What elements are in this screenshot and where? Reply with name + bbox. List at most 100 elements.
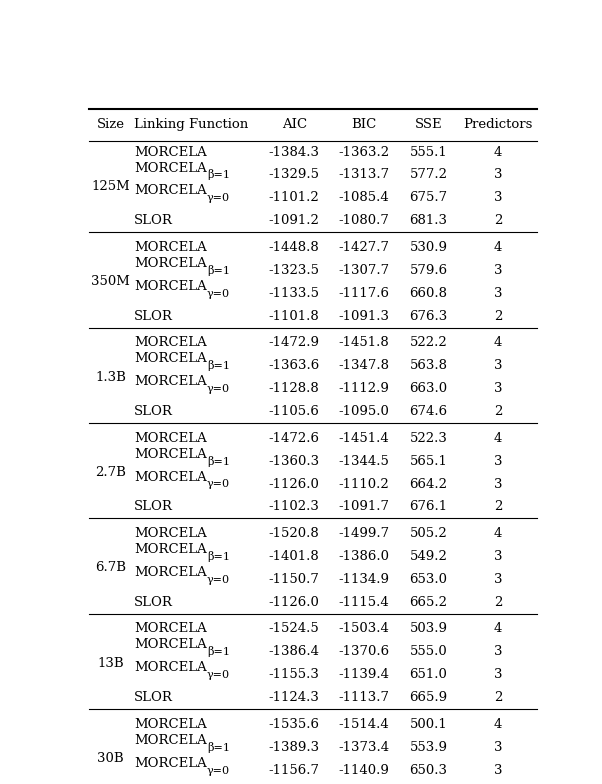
Text: MORCELA: MORCELA bbox=[134, 336, 206, 350]
Text: 30B: 30B bbox=[97, 752, 124, 765]
Text: MORCELA: MORCELA bbox=[134, 241, 206, 254]
Text: MORCELA: MORCELA bbox=[134, 622, 206, 636]
Text: 2: 2 bbox=[494, 596, 502, 609]
Text: γ=0: γ=0 bbox=[206, 480, 230, 489]
Text: 665.2: 665.2 bbox=[409, 596, 447, 609]
Text: -1329.5: -1329.5 bbox=[268, 169, 320, 181]
Text: 675.7: 675.7 bbox=[409, 191, 447, 205]
Text: 577.2: 577.2 bbox=[409, 169, 447, 181]
Text: -1386.0: -1386.0 bbox=[338, 550, 389, 563]
Text: 3: 3 bbox=[494, 741, 502, 753]
Text: -1134.9: -1134.9 bbox=[338, 573, 389, 586]
Text: β=1: β=1 bbox=[206, 456, 230, 466]
Text: AIC: AIC bbox=[282, 118, 306, 132]
Text: 350M: 350M bbox=[91, 275, 130, 289]
Text: 125M: 125M bbox=[91, 180, 130, 193]
Text: 549.2: 549.2 bbox=[409, 550, 447, 563]
Text: -1373.4: -1373.4 bbox=[338, 741, 389, 753]
Text: -1503.4: -1503.4 bbox=[338, 622, 389, 636]
Text: 6.7B: 6.7B bbox=[95, 561, 126, 575]
Text: 3: 3 bbox=[494, 359, 502, 372]
Text: -1091.2: -1091.2 bbox=[268, 214, 320, 227]
Text: -1401.8: -1401.8 bbox=[268, 550, 320, 563]
Text: 4: 4 bbox=[494, 336, 502, 350]
Text: -1113.7: -1113.7 bbox=[338, 691, 389, 704]
Text: SLOR: SLOR bbox=[134, 310, 173, 323]
Text: 4: 4 bbox=[494, 622, 502, 636]
Text: MORCELA: MORCELA bbox=[134, 638, 206, 652]
Text: -1133.5: -1133.5 bbox=[268, 287, 320, 299]
Text: 522.3: 522.3 bbox=[409, 432, 447, 445]
Text: 13B: 13B bbox=[97, 657, 124, 670]
Text: 3: 3 bbox=[494, 455, 502, 467]
Text: 3: 3 bbox=[494, 477, 502, 491]
Text: 3: 3 bbox=[494, 645, 502, 659]
Text: -1389.3: -1389.3 bbox=[268, 741, 320, 753]
Text: -1363.2: -1363.2 bbox=[338, 146, 389, 158]
Text: -1384.3: -1384.3 bbox=[268, 146, 320, 158]
Text: 1.3B: 1.3B bbox=[95, 371, 126, 383]
Text: 4: 4 bbox=[494, 718, 502, 731]
Text: -1448.8: -1448.8 bbox=[268, 241, 320, 254]
Text: 500.1: 500.1 bbox=[409, 718, 447, 731]
Text: SLOR: SLOR bbox=[134, 500, 173, 514]
Text: 563.8: 563.8 bbox=[409, 359, 447, 372]
Text: -1150.7: -1150.7 bbox=[268, 573, 320, 586]
Text: MORCELA: MORCELA bbox=[134, 376, 206, 388]
Text: 3: 3 bbox=[494, 264, 502, 277]
Text: MORCELA: MORCELA bbox=[134, 543, 206, 556]
Text: 579.6: 579.6 bbox=[409, 264, 447, 277]
Text: MORCELA: MORCELA bbox=[134, 566, 206, 579]
Text: 4: 4 bbox=[494, 241, 502, 254]
Text: SSE: SSE bbox=[415, 118, 442, 132]
Text: -1155.3: -1155.3 bbox=[268, 668, 320, 681]
Text: Linking Function: Linking Function bbox=[134, 118, 248, 132]
Text: -1520.8: -1520.8 bbox=[268, 527, 320, 540]
Text: -1360.3: -1360.3 bbox=[268, 455, 320, 467]
Text: -1156.7: -1156.7 bbox=[268, 764, 320, 777]
Text: -1363.6: -1363.6 bbox=[268, 359, 320, 372]
Text: SLOR: SLOR bbox=[134, 214, 173, 227]
Text: -1524.5: -1524.5 bbox=[268, 622, 320, 636]
Text: 3: 3 bbox=[494, 550, 502, 563]
Text: 665.9: 665.9 bbox=[409, 691, 447, 704]
Text: β=1: β=1 bbox=[206, 360, 230, 371]
Text: MORCELA: MORCELA bbox=[134, 432, 206, 445]
Text: β=1: β=1 bbox=[206, 169, 230, 180]
Text: 2: 2 bbox=[494, 214, 502, 227]
Text: -1112.9: -1112.9 bbox=[338, 382, 389, 395]
Text: 3: 3 bbox=[494, 764, 502, 777]
Text: 676.3: 676.3 bbox=[409, 310, 448, 323]
Text: -1472.9: -1472.9 bbox=[268, 336, 320, 350]
Text: -1451.4: -1451.4 bbox=[338, 432, 389, 445]
Text: -1386.4: -1386.4 bbox=[268, 645, 320, 659]
Text: 3: 3 bbox=[494, 382, 502, 395]
Text: -1128.8: -1128.8 bbox=[268, 382, 320, 395]
Text: MORCELA: MORCELA bbox=[134, 448, 206, 461]
Text: -1126.0: -1126.0 bbox=[268, 477, 320, 491]
Text: MORCELA: MORCELA bbox=[134, 662, 206, 674]
Text: -1514.4: -1514.4 bbox=[338, 718, 389, 731]
Text: -1110.2: -1110.2 bbox=[338, 477, 389, 491]
Text: 565.1: 565.1 bbox=[409, 455, 447, 467]
Text: -1126.0: -1126.0 bbox=[268, 596, 320, 609]
Text: 676.1: 676.1 bbox=[409, 500, 447, 514]
Text: 3: 3 bbox=[494, 191, 502, 205]
Text: 505.2: 505.2 bbox=[409, 527, 447, 540]
Text: 522.2: 522.2 bbox=[409, 336, 447, 350]
Text: 650.3: 650.3 bbox=[409, 764, 447, 777]
Text: -1427.7: -1427.7 bbox=[338, 241, 389, 254]
Text: -1101.8: -1101.8 bbox=[268, 310, 320, 323]
Text: MORCELA: MORCELA bbox=[134, 470, 206, 484]
Text: 664.2: 664.2 bbox=[409, 477, 447, 491]
Text: SLOR: SLOR bbox=[134, 691, 173, 704]
Text: 2: 2 bbox=[494, 500, 502, 514]
Text: 553.9: 553.9 bbox=[409, 741, 447, 753]
Text: -1323.5: -1323.5 bbox=[268, 264, 320, 277]
Text: γ=0: γ=0 bbox=[206, 384, 230, 394]
Text: β=1: β=1 bbox=[206, 646, 230, 657]
Text: -1307.7: -1307.7 bbox=[338, 264, 389, 277]
Text: MORCELA: MORCELA bbox=[134, 184, 206, 198]
Text: 681.3: 681.3 bbox=[409, 214, 447, 227]
Text: -1091.3: -1091.3 bbox=[338, 310, 389, 323]
